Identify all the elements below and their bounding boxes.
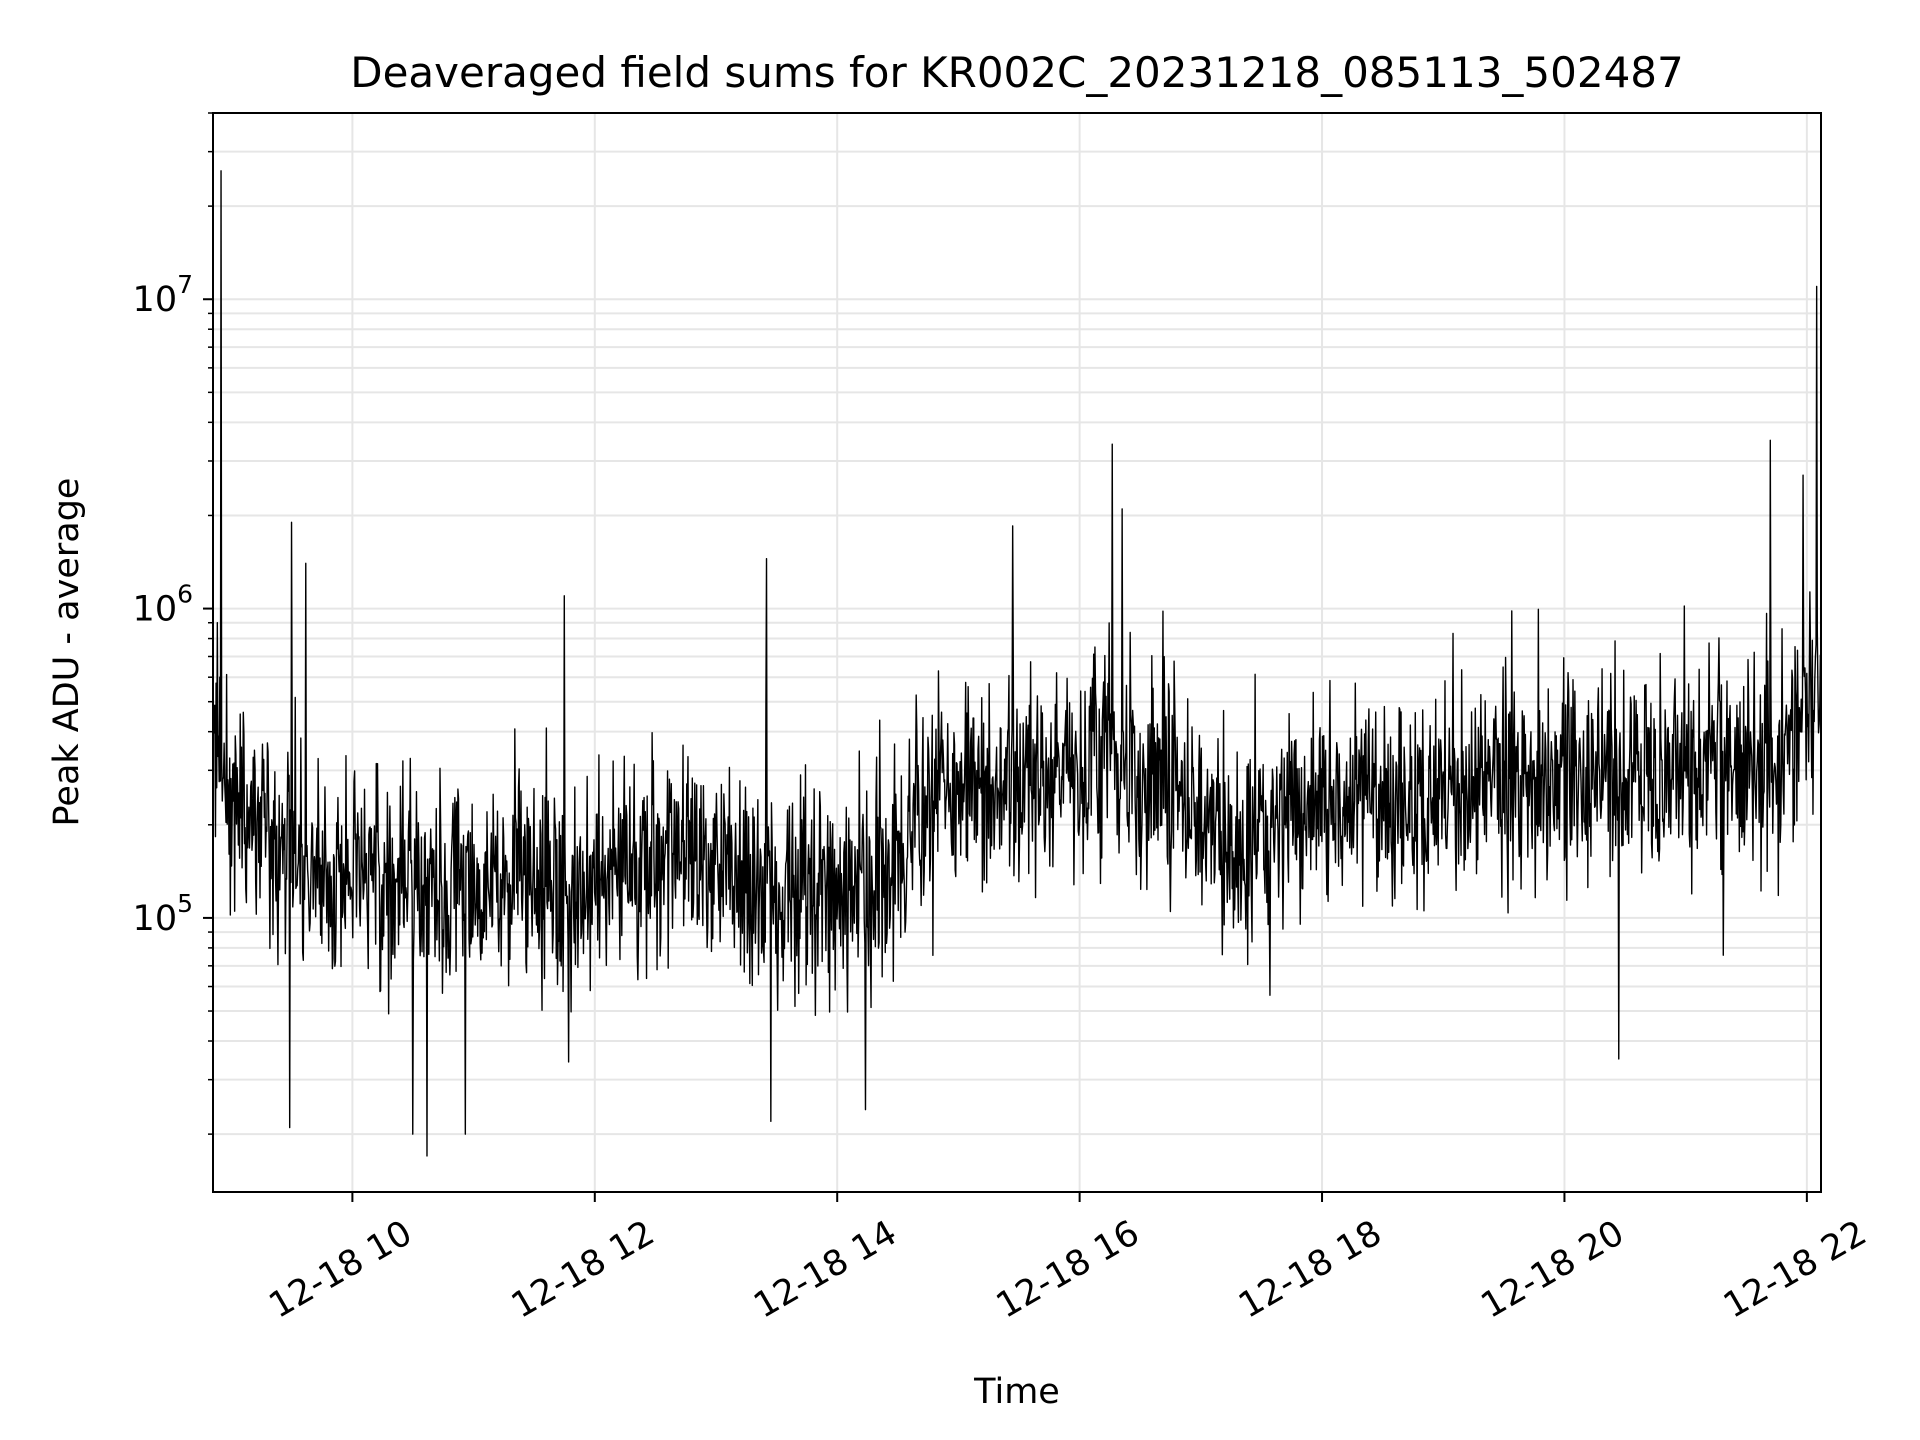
y-axis: 105 106 107	[133, 112, 213, 1135]
plot-background	[213, 113, 1821, 1192]
x-grid-lines	[351, 113, 1808, 1192]
series-layer	[212, 170, 1822, 1157]
y-tick-label: 106	[133, 580, 193, 630]
y-axis-label: Peak ADU - average	[47, 478, 87, 827]
y-tick-label: 107	[133, 270, 193, 320]
plot-frame	[212, 112, 1822, 1193]
y-tick-label: 105	[133, 889, 193, 939]
plot-area	[212, 112, 1822, 1193]
series-line	[212, 170, 1822, 1157]
x-axis-label: Time	[973, 1372, 1060, 1412]
chart-title: Deaveraged field sums for KR002C_2023121…	[350, 48, 1684, 97]
